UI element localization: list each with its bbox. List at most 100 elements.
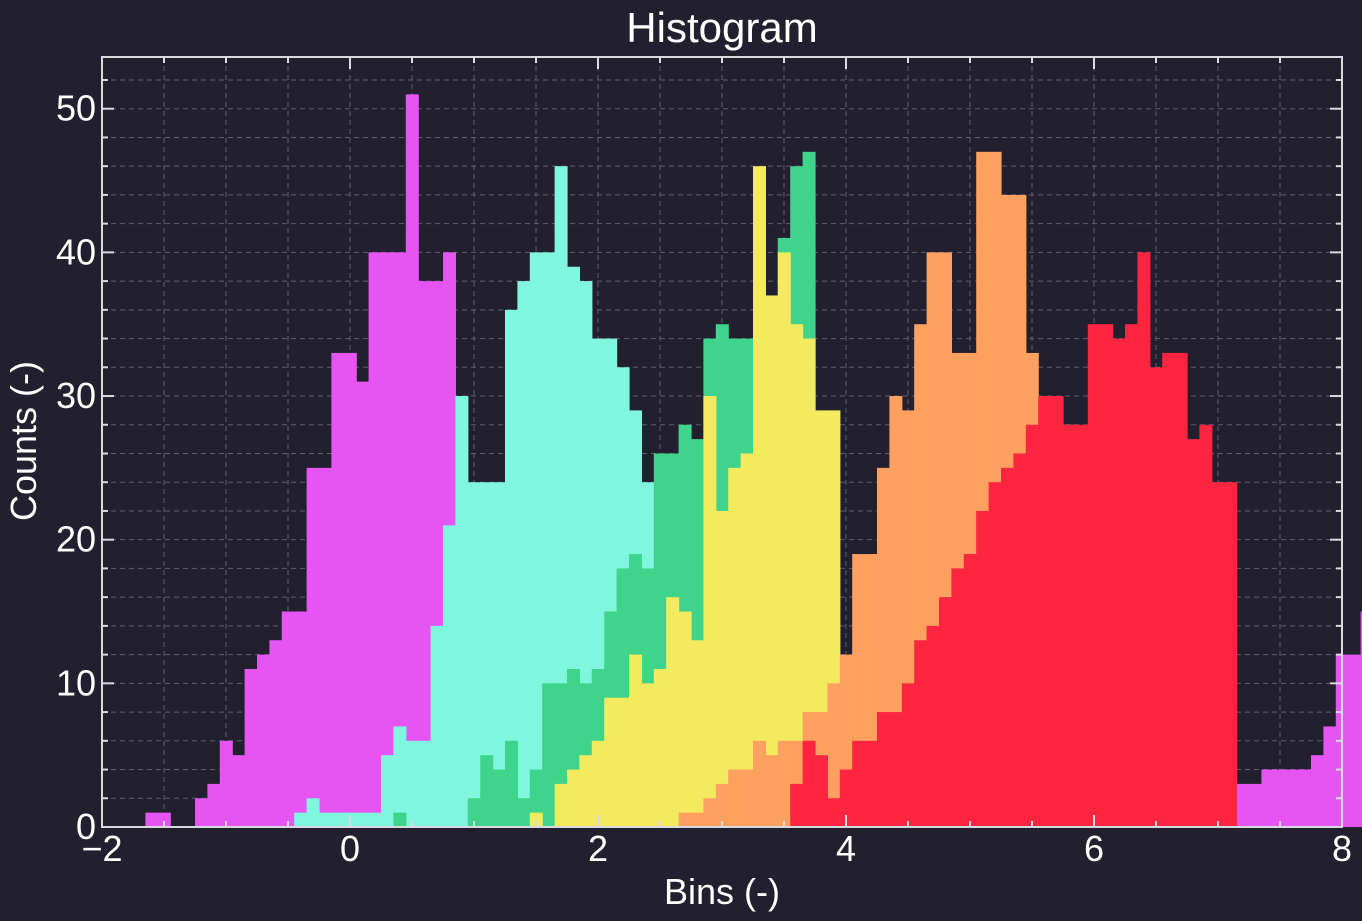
histogram-bar bbox=[1087, 324, 1101, 827]
histogram-bar bbox=[319, 812, 332, 827]
histogram-bar bbox=[1323, 726, 1337, 827]
histogram-bar bbox=[157, 812, 171, 827]
histogram-bar bbox=[1273, 769, 1287, 827]
histogram-bar bbox=[405, 740, 419, 827]
histogram-bar bbox=[827, 798, 841, 827]
histogram-bar bbox=[455, 396, 469, 827]
histogram-bar bbox=[294, 611, 308, 827]
histogram-bar bbox=[492, 482, 506, 827]
histogram-bar bbox=[381, 755, 394, 827]
histogram-bar bbox=[393, 726, 407, 827]
histogram-bar bbox=[839, 769, 853, 827]
histogram-bar bbox=[728, 769, 742, 827]
histogram-bar bbox=[604, 697, 618, 827]
histogram-bar bbox=[1224, 482, 1238, 827]
histogram-bar bbox=[877, 712, 890, 827]
histogram-bar bbox=[641, 683, 655, 827]
histogram-bar bbox=[356, 381, 370, 827]
histogram-bar bbox=[629, 654, 642, 827]
histogram-bar bbox=[678, 611, 692, 827]
x-axis-label: Bins (-) bbox=[664, 871, 780, 912]
histogram-bar bbox=[219, 740, 233, 827]
histogram-bar bbox=[1199, 424, 1213, 827]
histogram-bar bbox=[703, 798, 717, 827]
histogram-bar bbox=[368, 812, 382, 827]
histogram-bar bbox=[691, 640, 704, 827]
histogram-bar bbox=[802, 338, 816, 827]
histogram-bar bbox=[1025, 424, 1039, 827]
histogram-bar bbox=[1211, 482, 1225, 827]
histogram-bar bbox=[467, 798, 481, 827]
histogram-bar bbox=[765, 755, 779, 827]
histogram-bar bbox=[405, 94, 419, 827]
histogram-bar bbox=[393, 812, 407, 827]
histogram-bar bbox=[492, 769, 506, 827]
histogram-bar bbox=[1249, 783, 1262, 827]
histogram-bar bbox=[195, 798, 208, 827]
histogram-bar bbox=[666, 597, 680, 827]
histogram-bar bbox=[852, 740, 866, 827]
x-tick-label: 6 bbox=[1084, 828, 1104, 869]
x-tick-label: 2 bbox=[588, 828, 608, 869]
axis-ticks bbox=[101, 57, 1343, 828]
series-6-bars bbox=[790, 252, 1238, 827]
histogram-bar bbox=[653, 668, 667, 827]
histogram-bar bbox=[306, 467, 320, 827]
y-axis-label: Counts (-) bbox=[3, 361, 44, 521]
histogram-bar bbox=[939, 597, 952, 827]
histogram-bar bbox=[145, 812, 159, 827]
histogram-bar bbox=[319, 467, 332, 827]
series-4-bars bbox=[529, 166, 841, 828]
histogram-bar bbox=[331, 812, 345, 827]
histogram-bar bbox=[554, 783, 568, 827]
x-tick-label: 4 bbox=[836, 828, 856, 869]
histogram-bar bbox=[1149, 367, 1163, 827]
histogram-bar bbox=[1001, 467, 1014, 827]
histogram-bar bbox=[827, 683, 841, 827]
histogram-bar bbox=[467, 482, 481, 827]
histogram-bar bbox=[306, 798, 320, 827]
histogram-bar bbox=[244, 668, 258, 827]
histogram-bar bbox=[1013, 453, 1027, 827]
histogram-bar bbox=[480, 482, 494, 827]
histogram-bar bbox=[703, 396, 717, 827]
histogram-bar bbox=[554, 166, 568, 828]
histogram-bar bbox=[616, 697, 630, 827]
histogram-bar bbox=[1100, 324, 1114, 827]
histogram-bar bbox=[715, 510, 729, 827]
y-tick-label: 40 bbox=[56, 231, 96, 272]
histogram-bar bbox=[1174, 352, 1188, 827]
x-tick-label: −2 bbox=[81, 828, 122, 869]
histogram-bar bbox=[1187, 439, 1200, 827]
histogram-bar bbox=[777, 252, 791, 827]
y-tick-label: 30 bbox=[56, 375, 96, 416]
histogram-bar bbox=[529, 812, 543, 827]
histogram-bar bbox=[443, 525, 456, 827]
histogram-bar bbox=[430, 625, 444, 827]
histogram-bar bbox=[393, 252, 407, 827]
y-tick-label: 10 bbox=[56, 662, 96, 703]
histogram-bar bbox=[1112, 338, 1126, 827]
histogram-bar bbox=[1298, 769, 1312, 827]
histogram-bar bbox=[963, 554, 977, 827]
x-tick-label: 0 bbox=[340, 828, 360, 869]
histogram-bar bbox=[207, 783, 221, 827]
histogram-bar bbox=[1348, 654, 1362, 827]
histogram-bar bbox=[815, 755, 828, 827]
histogram-bar bbox=[728, 467, 742, 827]
histogram-bar bbox=[790, 324, 804, 827]
histogram-bar bbox=[1137, 252, 1151, 827]
histogram-bar bbox=[579, 755, 593, 827]
histogram-bar bbox=[331, 352, 345, 827]
histogram-bar bbox=[505, 740, 518, 827]
histogram-bar bbox=[1236, 783, 1250, 827]
histogram-bar bbox=[1063, 424, 1076, 827]
histogram-bar bbox=[232, 755, 246, 827]
chart-title: Histogram bbox=[626, 4, 817, 51]
histogram-bar bbox=[765, 295, 779, 827]
histogram-bar bbox=[480, 755, 494, 827]
histogram-bar bbox=[591, 740, 605, 827]
histogram-bar bbox=[517, 798, 531, 827]
